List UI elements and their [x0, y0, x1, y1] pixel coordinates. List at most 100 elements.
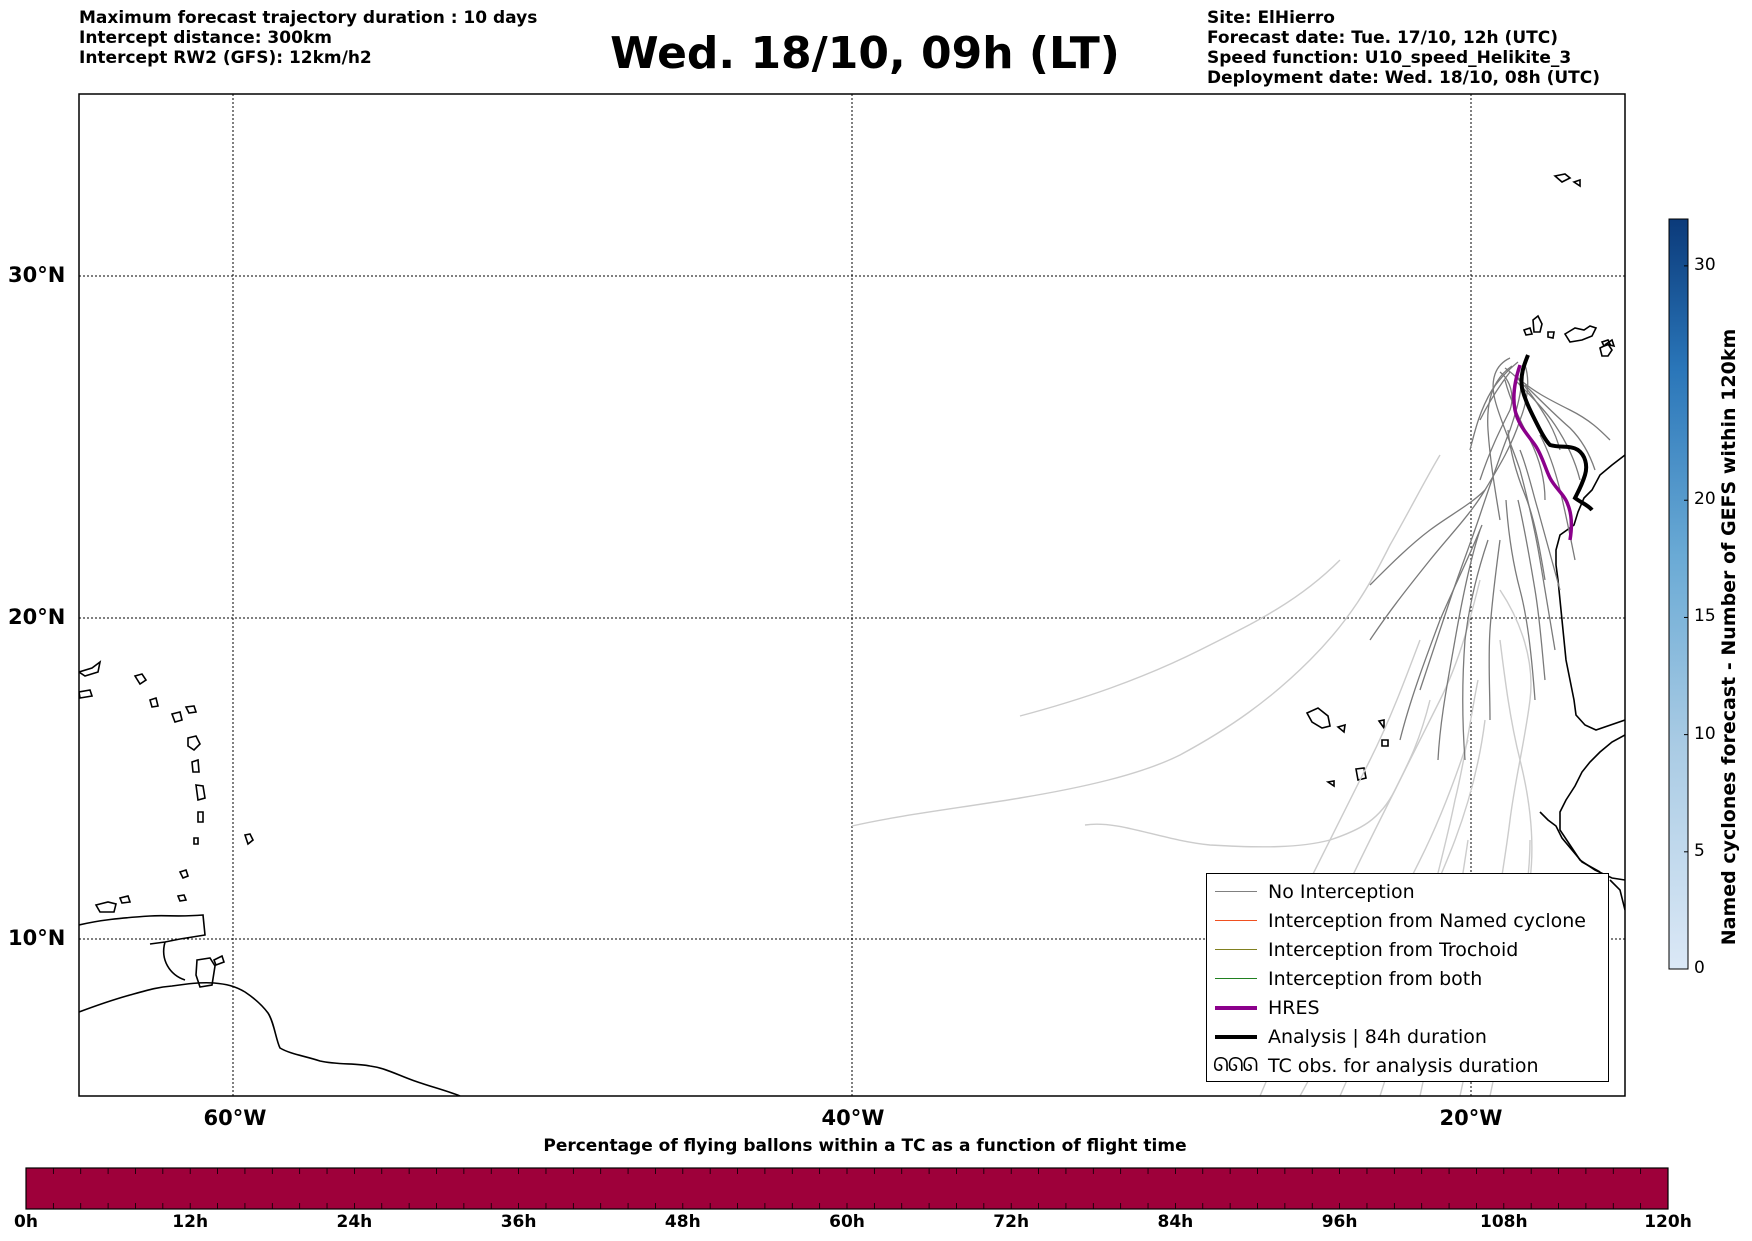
island-margarita [176, 894, 188, 902]
island-cape-verde-3 [1377, 719, 1385, 731]
island-tenerife [1563, 325, 1598, 343]
header-right-info: Site: ElHierro Forecast date: Tue. 17/10… [1207, 8, 1600, 88]
map-frame [78, 93, 1626, 1097]
island-cape-verde-6 [1325, 780, 1335, 788]
horizontal-colorbar-ticks [52, 1168, 1642, 1209]
island-tobago [212, 954, 226, 967]
legend-item-both: Interception from both [1207, 966, 1608, 992]
islands-virgin [133, 673, 159, 708]
legend-swatch [1215, 1035, 1257, 1039]
island-cape-verde-2 [1336, 723, 1346, 734]
legend: No Interception Interception from Named … [1206, 873, 1609, 1082]
legend-label: Analysis | 84h duration [1268, 1026, 1487, 1048]
island-barbados [243, 833, 255, 846]
forecast-date-text: Forecast date: Tue. 17/10, 12h (UTC) [1207, 28, 1558, 48]
trajectory-analysis [1519, 354, 1594, 512]
lon-label-40w: 40°W [821, 1106, 885, 1130]
hbar-tick-label: 96h [1321, 1212, 1358, 1232]
legend-label: Interception from Trochoid [1268, 939, 1519, 961]
island-guadeloupe [187, 735, 201, 752]
legend-item-trochoid: Interception from Trochoid [1207, 937, 1608, 963]
lat-label-20n: 20°N [8, 605, 66, 629]
coast-south-america [79, 981, 461, 1096]
island-gomera [1547, 331, 1555, 339]
legend-label: No Interception [1268, 881, 1415, 903]
coastlines [79, 173, 1625, 1096]
coast-guinea [1539, 811, 1601, 873]
hbar-tick-label: 24h [336, 1212, 373, 1232]
legend-item-named-cyclone: Interception from Named cyclone [1207, 908, 1608, 934]
hbar-tick-label: 12h [172, 1212, 209, 1232]
deployment-date-text: Deployment date: Wed. 18/10, 08h (UTC) [1207, 68, 1601, 88]
island-trinidad [195, 957, 216, 988]
island-cape-verde-4 [1381, 739, 1389, 747]
island-antigua [184, 705, 198, 714]
island-grenada [178, 868, 189, 880]
legend-label: Interception from Named cyclone [1268, 910, 1586, 932]
trajectory-hres [1512, 364, 1574, 541]
legend-item-tc-obs: ᘏᘏᘏ TC obs. for analysis duration [1207, 1053, 1608, 1079]
legend-swatch [1215, 891, 1257, 892]
hbar-tick-label: 0h [14, 1212, 38, 1232]
vbar-tick-label: 20 [1694, 489, 1716, 510]
legend-swatch [1215, 1006, 1257, 1010]
hbar-tick-label: 60h [829, 1212, 865, 1232]
coast-paria [79, 914, 206, 945]
vertical-colorbar-ticks [1684, 265, 1688, 970]
hbar-tick-label: 48h [664, 1212, 701, 1232]
coast-gulf [163, 941, 186, 981]
vertical-colorbar-fill [1668, 218, 1689, 970]
hbar-tick-label: 108h [1480, 1212, 1528, 1232]
island-el-hierro [1522, 326, 1534, 336]
island-barbuda [170, 711, 183, 723]
vbar-tick-label: 30 [1694, 254, 1716, 275]
hbar-tick-label: 36h [500, 1212, 537, 1232]
hbar-tick-label: 72h [993, 1212, 1030, 1232]
vbar-tick-label: 15 [1694, 606, 1716, 627]
lat-label-30n: 30°N [8, 263, 66, 287]
island-curacao [118, 895, 132, 904]
coast-west-africa [1555, 454, 1625, 731]
speed-function-text: Speed function: U10_speed_Helikite_3 [1207, 48, 1572, 68]
hbar-tick-label: 120h [1644, 1212, 1692, 1232]
vbar-tick-label: 5 [1694, 840, 1705, 861]
island-dominica [191, 758, 200, 773]
legend-label: Interception from both [1268, 968, 1483, 990]
vertical-colorbar [1668, 218, 1689, 970]
lon-label-20w: 20°W [1439, 1106, 1503, 1130]
legend-swatch [1215, 978, 1257, 979]
page-title: Wed. 18/10, 09h (LT) [610, 28, 1120, 79]
horizontal-colorbar [25, 1167, 1669, 1210]
lon-label-60w: 60°W [203, 1106, 267, 1130]
site-text: Site: ElHierro [1207, 8, 1335, 28]
vbar-tick-label: 0 [1694, 958, 1705, 978]
island-cape-verde-5 [1355, 767, 1367, 781]
island-la-palma [1532, 314, 1543, 333]
island-st-lucia [197, 811, 204, 823]
island-madeira [1553, 173, 1581, 188]
island-lanzarote [1600, 339, 1612, 347]
max-duration-text: Maximum forecast trajectory duration : 1… [79, 8, 538, 28]
intercept-distance-text: Intercept distance: 300km [79, 28, 332, 48]
legend-item-no-interception: No Interception [1207, 879, 1608, 905]
coast-west-africa-far-south [1609, 879, 1625, 911]
legend-swatch [1215, 949, 1257, 950]
island-aruba [94, 901, 117, 913]
intercept-rw2-text: Intercept RW2 (GFS): 12km/h2 [79, 48, 372, 68]
island-cape-verde-1 [1305, 707, 1331, 729]
island-st-vincent [193, 837, 199, 845]
horizontal-colorbar-title: Percentage of flying ballons within a TC… [543, 1136, 1187, 1156]
legend-item-hres: HRES [1207, 995, 1608, 1021]
vertical-colorbar-title: Named cyclones forecast - Number of GEFS… [1718, 328, 1740, 946]
cyclone-symbol-icon: ᘏᘏᘏ [1213, 1054, 1258, 1076]
legend-item-analysis: Analysis | 84h duration [1207, 1024, 1608, 1050]
header-left-info: Maximum forecast trajectory duration : 1… [79, 8, 537, 68]
lat-label-10n: 10°N [8, 926, 66, 950]
vbar-tick-label: 10 [1694, 723, 1716, 744]
legend-label: HRES [1268, 997, 1320, 1019]
legend-swatch [1215, 920, 1257, 921]
hbar-tick-label: 84h [1157, 1212, 1194, 1232]
legend-label: TC obs. for analysis duration [1268, 1055, 1539, 1077]
island-martinique [195, 784, 206, 802]
horizontal-colorbar-fill [25, 1167, 1669, 1210]
